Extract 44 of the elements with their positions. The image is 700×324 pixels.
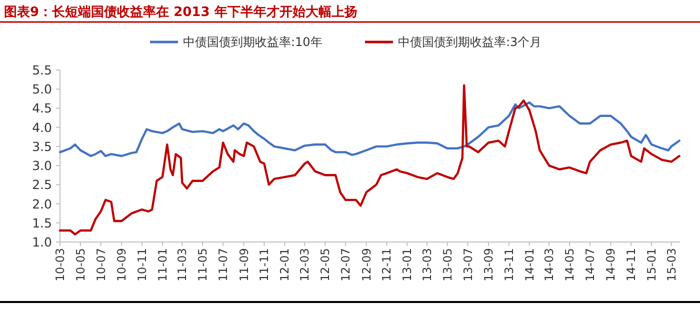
x-tick-label: 13-05 [440,248,454,282]
y-tick-label: 2.0 [32,196,52,212]
x-tick-label: 13-07 [460,248,475,282]
y-tick-label: 3.0 [32,158,52,174]
chart-title: 图表9：长短端国债收益率在 2013 年下半年才开始大幅上扬 [4,4,358,20]
y-tick-label: 3.5 [32,138,52,154]
x-tick-label: 14-09 [604,248,618,282]
x-tick-label: 13-03 [420,248,434,282]
y-tick-label: 2.5 [32,177,52,192]
x-tick-label: 14-07 [582,248,597,282]
x-tick-label: 10-11 [135,248,150,282]
x-tick-label: 11-07 [216,248,230,282]
x-tick-label: 15-01 [644,248,659,282]
x-tick-label: 12-01 [278,248,292,282]
x-tick-label: 10-07 [94,248,108,282]
y-tick-label: 5.0 [32,82,52,97]
x-tick-label: 11-11 [257,248,272,282]
x-tick-label: 14-11 [624,248,638,282]
x-tick-label: 11-01 [155,248,170,282]
x-tick-label: 10-03 [53,248,67,282]
x-tick-label: 13-11 [502,248,516,282]
y-tick-label: 4.5 [32,100,52,116]
x-tick-label: 12-03 [298,248,312,282]
x-tick-label: 13-09 [482,248,496,282]
x-tick-label: 14-03 [542,248,556,282]
x-tick-label: 14-05 [562,248,577,282]
x-tick-label: 11-03 [175,248,190,282]
y-tick-label: 1.5 [32,215,52,230]
x-tick-label: 11-05 [196,248,210,282]
x-tick-label: 12-07 [338,248,353,282]
x-tick-label: 14-01 [522,248,536,282]
x-tick-label: 12-05 [318,248,332,282]
legend-label: 中债国债到期收益率:10年 [183,35,322,49]
y-tick-label: 1.0 [32,234,52,250]
y-tick-label: 4.0 [32,120,52,135]
x-tick-label: 12-11 [380,248,394,282]
x-tick-label: 10-05 [73,248,88,282]
x-tick-label: 13-01 [400,248,414,282]
x-tick-label: 10-09 [114,248,129,282]
y-tick-label: 5.5 [32,62,52,78]
x-tick-label: 11-09 [236,248,251,282]
x-tick-label: 12-09 [359,248,374,282]
x-tick-label: 15-03 [664,248,678,282]
legend-label: 中债国债到期收益率:3个月 [398,35,542,49]
